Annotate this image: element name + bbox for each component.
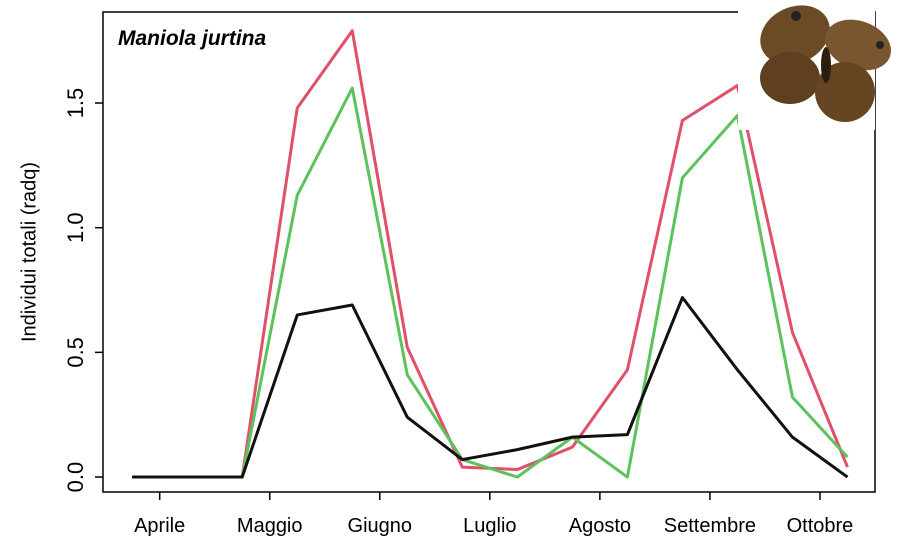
plot-frame xyxy=(102,11,876,493)
y-tick-label: 0.5 xyxy=(63,337,88,368)
x-tick-label: Maggio xyxy=(237,515,303,537)
x-tick-label: Giugno xyxy=(348,515,413,537)
y-tick-label: 1.5 xyxy=(63,88,88,119)
x-tick-label: Agosto xyxy=(569,515,631,537)
y-tick-label: 1.0 xyxy=(63,212,88,243)
series-line xyxy=(132,86,849,479)
x-tick-label: Settembre xyxy=(664,515,756,537)
butterfly-icon xyxy=(738,0,891,130)
y-tick-label: 0.0 xyxy=(63,462,88,493)
chart-title: Maniola jurtina xyxy=(118,27,267,50)
series-line xyxy=(132,296,849,479)
y-axis-label: Individui totali (radq) xyxy=(18,162,40,342)
x-tick-label: Ottobre xyxy=(787,515,854,537)
x-tick-label: Aprile xyxy=(134,515,185,537)
x-tick-label: Luglio xyxy=(463,515,516,537)
